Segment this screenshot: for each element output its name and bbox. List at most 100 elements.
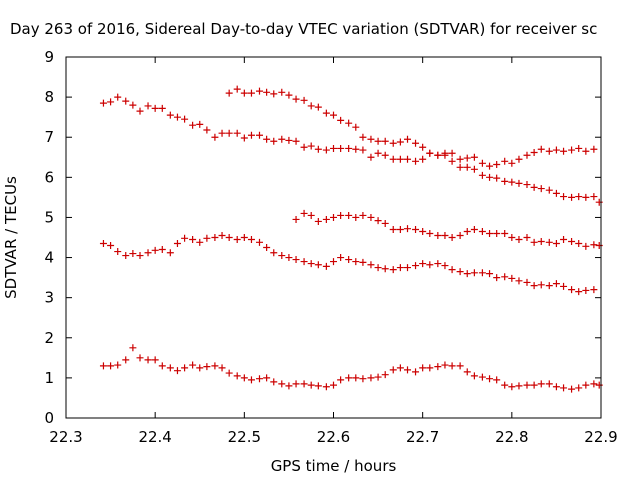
- data-point: [582, 242, 590, 250]
- data-point: [292, 256, 300, 264]
- data-point: [367, 135, 375, 143]
- data-point: [255, 87, 263, 95]
- data-point: [486, 173, 494, 181]
- data-point: [173, 113, 181, 121]
- data-point: [560, 147, 568, 155]
- data-point: [552, 383, 560, 391]
- data-point: [419, 155, 427, 163]
- data-point: [367, 213, 375, 221]
- data-point: [515, 382, 523, 390]
- data-point: [270, 90, 278, 98]
- data-point: [122, 356, 130, 364]
- data-point: [470, 165, 478, 173]
- data-point: [568, 238, 576, 246]
- data-point: [515, 179, 523, 187]
- data-point: [158, 104, 166, 112]
- data-point: [448, 266, 456, 274]
- data-point: [114, 93, 122, 101]
- data-point: [448, 149, 456, 157]
- data-point: [114, 248, 122, 256]
- data-point: [478, 159, 486, 167]
- data-point: [441, 361, 449, 369]
- data-point: [129, 101, 137, 109]
- data-point: [211, 362, 219, 370]
- data-point: [523, 278, 531, 286]
- data-point: [426, 149, 434, 157]
- data-point: [211, 133, 219, 141]
- data-point: [122, 97, 130, 105]
- data-point: [255, 375, 263, 383]
- data-point: [463, 368, 471, 376]
- y-tick-label: 0: [44, 409, 54, 427]
- y-tick-label: 5: [44, 208, 54, 226]
- data-point: [381, 371, 389, 379]
- data-point: [470, 269, 478, 277]
- data-point: [595, 198, 603, 206]
- data-point: [412, 139, 420, 147]
- data-point: [151, 356, 159, 364]
- data-point: [374, 373, 382, 381]
- data-point: [537, 185, 545, 193]
- data-point: [114, 361, 122, 369]
- data-point: [285, 136, 293, 144]
- data-point: [173, 240, 181, 248]
- data-point: [404, 264, 412, 272]
- data-point: [292, 95, 300, 103]
- data-points: [99, 85, 603, 393]
- tick-labels: 22.3 22.4 22.5 22.6 22.7 22.8 22.9 0 1 2 3 4 5 6 7 8 9: [44, 48, 617, 446]
- data-point: [545, 186, 553, 194]
- data-point: [322, 109, 330, 117]
- data-point: [501, 381, 509, 389]
- data-point: [352, 258, 360, 266]
- data-point: [173, 367, 181, 375]
- data-point: [560, 384, 568, 392]
- data-point: [225, 89, 233, 97]
- data-point: [107, 98, 115, 106]
- y-axis-label: SDTVAR / TECUs: [2, 176, 20, 299]
- data-point: [508, 234, 516, 241]
- data-point: [307, 381, 315, 389]
- data-point: [381, 151, 389, 159]
- data-point: [196, 120, 204, 128]
- data-point: [189, 121, 197, 129]
- data-point: [404, 366, 412, 374]
- data-point: [196, 364, 204, 372]
- data-point: [285, 382, 293, 390]
- data-point: [122, 252, 130, 260]
- data-point: [419, 260, 427, 268]
- data-point: [352, 374, 360, 382]
- data-point: [144, 102, 152, 110]
- data-point: [300, 96, 308, 104]
- data-point: [314, 261, 322, 269]
- data-point: [537, 281, 545, 289]
- data-point: [595, 242, 603, 250]
- data-point: [278, 380, 286, 388]
- data-point: [352, 213, 360, 221]
- data-point: [493, 160, 501, 168]
- data-point: [270, 249, 278, 257]
- data-point: [337, 144, 345, 152]
- data-point: [181, 234, 189, 242]
- data-point: [478, 171, 486, 179]
- data-point: [285, 254, 293, 262]
- data-point: [463, 227, 471, 235]
- data-point: [389, 366, 397, 374]
- data-point: [196, 238, 204, 246]
- data-point: [456, 268, 464, 276]
- data-point: [300, 209, 308, 217]
- data-point: [448, 234, 456, 241]
- data-point: [404, 135, 412, 143]
- data-point: [240, 234, 248, 241]
- data-point: [441, 231, 449, 239]
- data-point: [582, 147, 590, 155]
- data-point: [552, 280, 560, 288]
- data-point: [568, 286, 576, 294]
- data-point: [211, 234, 219, 241]
- data-point: [107, 242, 115, 250]
- data-point: [247, 89, 255, 97]
- data-point: [166, 364, 174, 372]
- data-point: [278, 88, 286, 96]
- data-point: [530, 238, 538, 246]
- data-point: [144, 249, 152, 257]
- data-point: [590, 145, 598, 153]
